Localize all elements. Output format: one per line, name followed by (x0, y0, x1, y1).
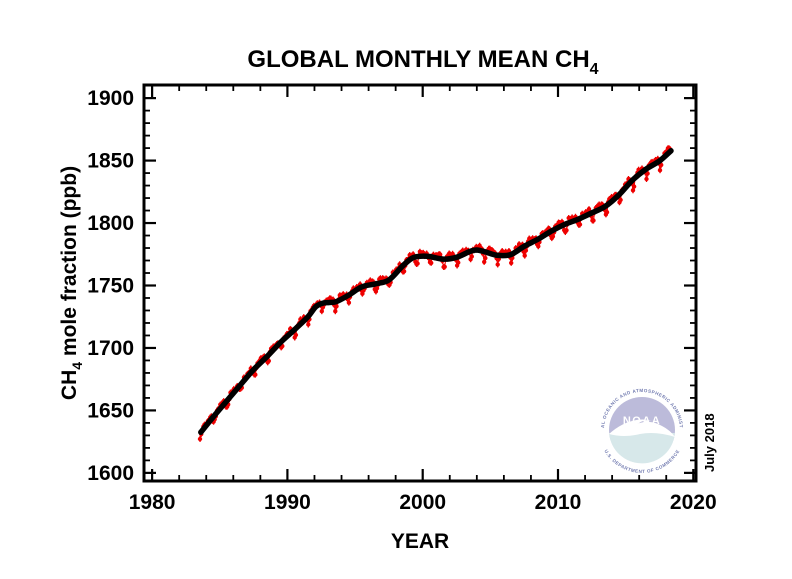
x-tick-label: 2020 (670, 491, 717, 514)
monthly-point (591, 218, 596, 223)
y-tick-label: 1900 (87, 87, 134, 110)
monthly-point (253, 372, 258, 377)
monthly-point (333, 309, 338, 314)
y-tick-label: 1650 (87, 399, 134, 422)
monthly-point (550, 234, 556, 239)
monthly-point (429, 260, 434, 266)
y-axis-title: CH4 mole fraction (ppb) (58, 166, 85, 400)
date-annotation: July 2018 (702, 413, 717, 472)
monthly-point (197, 436, 203, 442)
plot-frame (142, 83, 698, 483)
monthly-point (523, 248, 529, 253)
monthly-point (645, 171, 650, 176)
monthly-point (319, 309, 324, 314)
y-tick-label: 1600 (87, 462, 134, 485)
axis-tick-labels: 1980 1990 2000 2010 2020 1600 1650 1700 1750 1800… (87, 87, 716, 514)
monthly-point (644, 176, 649, 182)
monthly-point (495, 262, 500, 267)
monthly-point (631, 184, 637, 189)
monthly-point (483, 255, 488, 261)
monthly-point (374, 286, 380, 291)
monthly-point (456, 260, 461, 265)
monthly-point (577, 222, 583, 227)
monthly-point (346, 300, 352, 305)
axis-ticks (144, 85, 696, 481)
monthly-point (401, 269, 407, 274)
noaa-logo: NOAA NATIONAL OCEANIC AND ATMOSPHERIC AD… (595, 383, 689, 477)
monthly-point (306, 322, 311, 327)
monthly-point (334, 304, 339, 309)
monthly-point (509, 260, 514, 266)
y-tick-label: 1750 (87, 274, 134, 297)
noaa-bird-icon (609, 419, 675, 437)
monthly-point (564, 228, 569, 233)
y-tick-label: 1800 (87, 212, 134, 235)
y-tick-label: 1700 (87, 337, 134, 360)
x-tick-label: 1990 (264, 491, 311, 514)
x-axis-title: YEAR (391, 530, 449, 553)
noaa-acronym: NOAA (623, 415, 661, 427)
monthly-point (442, 264, 447, 269)
monthly-point (293, 332, 299, 338)
x-tick-label: 1980 (129, 491, 176, 514)
monthly-point (469, 254, 474, 259)
y-tick-label: 1850 (87, 150, 134, 173)
monthly-point (630, 188, 636, 193)
monthly-point (536, 244, 541, 249)
monthly-point (438, 252, 443, 257)
monthly-point (522, 253, 527, 258)
monthly-line (199, 147, 671, 440)
monthly-point (482, 259, 487, 265)
monthly-point (657, 168, 663, 173)
monthly-point (415, 261, 420, 266)
chart-title: GLOBAL MONTHLY MEAN CH4 (247, 46, 598, 78)
x-tick-label: 2010 (535, 491, 582, 514)
trend-line (198, 148, 674, 436)
monthly-point (266, 358, 271, 364)
monthly-point (604, 210, 610, 215)
monthly-point (586, 206, 592, 212)
monthly-point (618, 197, 623, 203)
noaa-logo-lower-circle (609, 433, 675, 464)
x-tick-label: 2000 (399, 491, 446, 514)
monthly-series (197, 145, 673, 443)
